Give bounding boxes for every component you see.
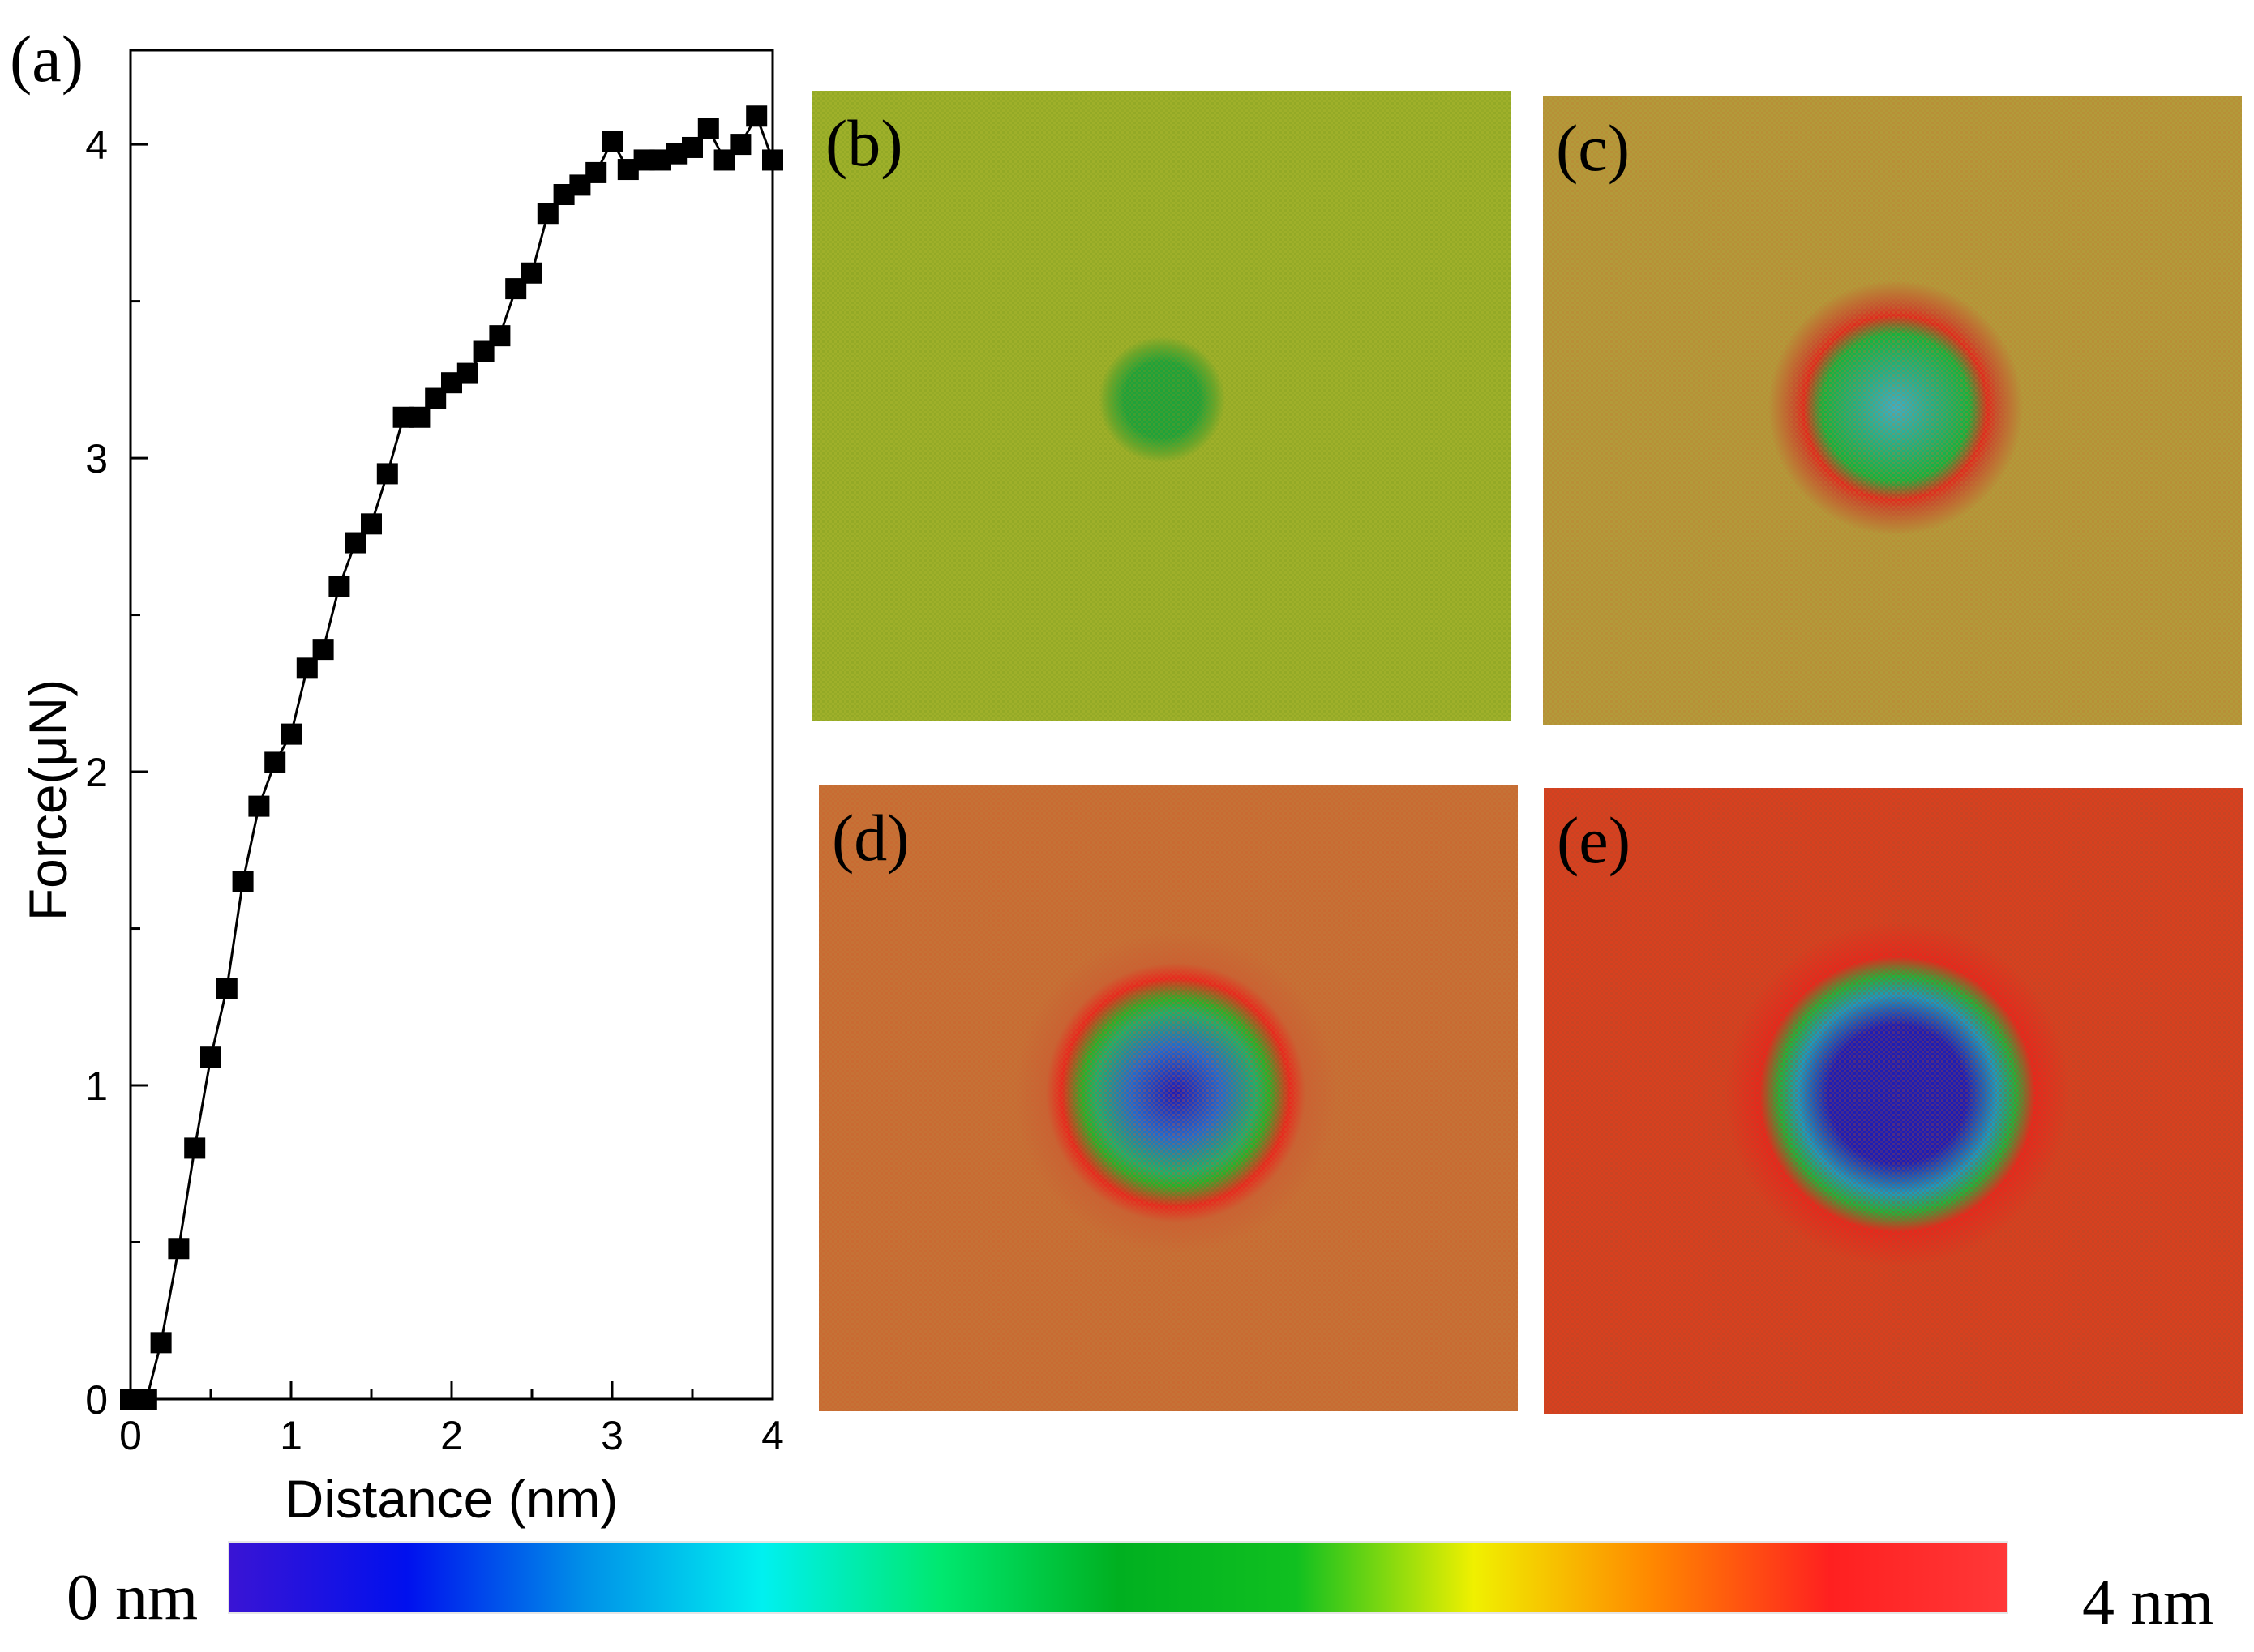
panel-label: (b) [825,106,903,180]
data-point [328,576,350,597]
y-tick-label: 4 [85,122,108,168]
data-point [345,532,366,554]
y-tick-label: 1 [85,1064,108,1109]
force-distance-chart: (a) 0 1 2 3 4 0 1 2 3 4 Distance (nm) Force(μN) [10,22,784,1529]
data-point [200,1046,221,1068]
x-tick-label: 2 [440,1413,463,1458]
data-point [376,463,398,485]
data-point [746,105,768,127]
plot-frame [129,49,774,1401]
data-point [585,161,607,183]
y-tick-label: 3 [85,436,108,481]
data-point [456,362,478,384]
x-tick-label: 1 [280,1413,302,1458]
colorbar-gradient [228,1541,2008,1614]
data-point [409,406,431,428]
data-point [248,795,270,817]
series-points [120,105,783,1410]
panel-label: (e) [1557,803,1631,877]
data-point [264,751,286,773]
data-point [216,978,238,999]
x-tick-label: 0 [119,1413,142,1458]
panel-a-label: (a) [10,22,84,96]
x-axis-ticks: 0 1 2 3 4 [119,1381,784,1458]
data-point [312,639,334,661]
map-texture [1543,96,2242,725]
data-point [135,1389,157,1410]
map-texture [812,91,1511,721]
deformation-map-panel [819,785,1518,1411]
colorbar-min-label: 0 nm [66,1562,198,1633]
data-point [168,1238,190,1260]
data-point [697,118,719,139]
x-axis-label: Distance (nm) [285,1469,619,1529]
panel-label: (c) [1556,111,1630,185]
deformation-map-panel [1544,788,2243,1414]
data-point [184,1137,206,1159]
data-point [682,136,703,158]
colorbar: 0 nm 4 nm [66,1541,2213,1638]
data-point [296,657,318,679]
data-point [232,871,254,892]
panel-label: (d) [832,801,910,875]
data-point [730,134,752,156]
data-point [602,131,623,152]
y-tick-label: 0 [85,1377,108,1423]
map-texture [819,785,1518,1411]
data-point [762,149,783,171]
colorbar-max-label: 4 nm [2082,1567,2213,1638]
data-point [489,325,511,347]
map-texture [1544,788,2243,1414]
data-point [281,723,302,745]
x-tick-label: 4 [761,1413,784,1458]
y-axis-label: Force(μN) [18,679,78,921]
y-tick-label: 2 [85,750,108,795]
data-point [537,203,559,225]
deformation-map-panel [1543,96,2242,725]
data-point [521,262,542,284]
data-point [150,1332,172,1354]
deformation-map-panel [812,91,1511,721]
data-point [361,513,382,535]
deformation-maps: (b) (c) (d) (e) [812,91,2243,1414]
x-tick-label: 3 [601,1413,623,1458]
